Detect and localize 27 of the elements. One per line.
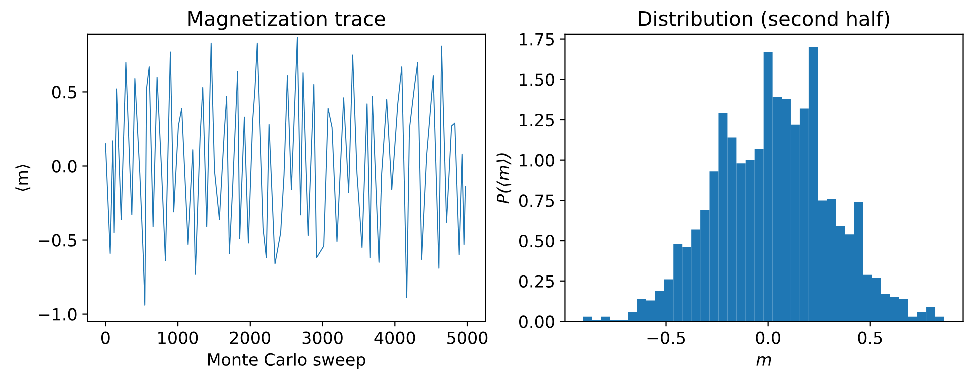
y-tick-label: 1.50 (520, 74, 554, 86)
x-tick-label: 4000 (374, 332, 416, 344)
x-tick-label: −0.5 (648, 332, 686, 344)
y-tick-label: 1.75 (520, 33, 554, 46)
x-axis-title: m (756, 356, 772, 366)
x-tick-label: 0.0 (756, 332, 780, 344)
x-tick-label: 2000 (230, 332, 271, 344)
y-tick-label: 0.0 (52, 160, 77, 173)
y-tick-label: 0.5 (52, 86, 76, 99)
x-tick-label: 3000 (302, 332, 343, 344)
chart-title: Magnetization trace (188, 10, 386, 30)
x-tick-label: 5000 (448, 332, 488, 344)
x-tick-label: 0 (101, 332, 110, 344)
y-tick-label: 0.50 (519, 234, 554, 248)
y-tick-label: −1.0 (39, 308, 77, 321)
y-axis-title: P(⟨m⟩) (496, 154, 512, 204)
y-tick-label: 0.25 (519, 275, 554, 288)
y-tick-label: 0.75 (519, 194, 554, 208)
y-tick-label: 1.25 (520, 114, 554, 127)
y-tick-label: 1.00 (520, 154, 554, 167)
chart-title: Distribution (second half) (639, 10, 890, 29)
y-tick-label: −0.5 (39, 234, 76, 247)
y-axis-title: ⟨m⟩ (16, 164, 31, 192)
x-tick-label: 0.5 (858, 332, 882, 344)
y-tick-label: 0.00 (519, 316, 554, 328)
x-axis-title: Monte Carlo sweep (208, 353, 366, 370)
x-tick-label: 1000 (158, 332, 198, 344)
